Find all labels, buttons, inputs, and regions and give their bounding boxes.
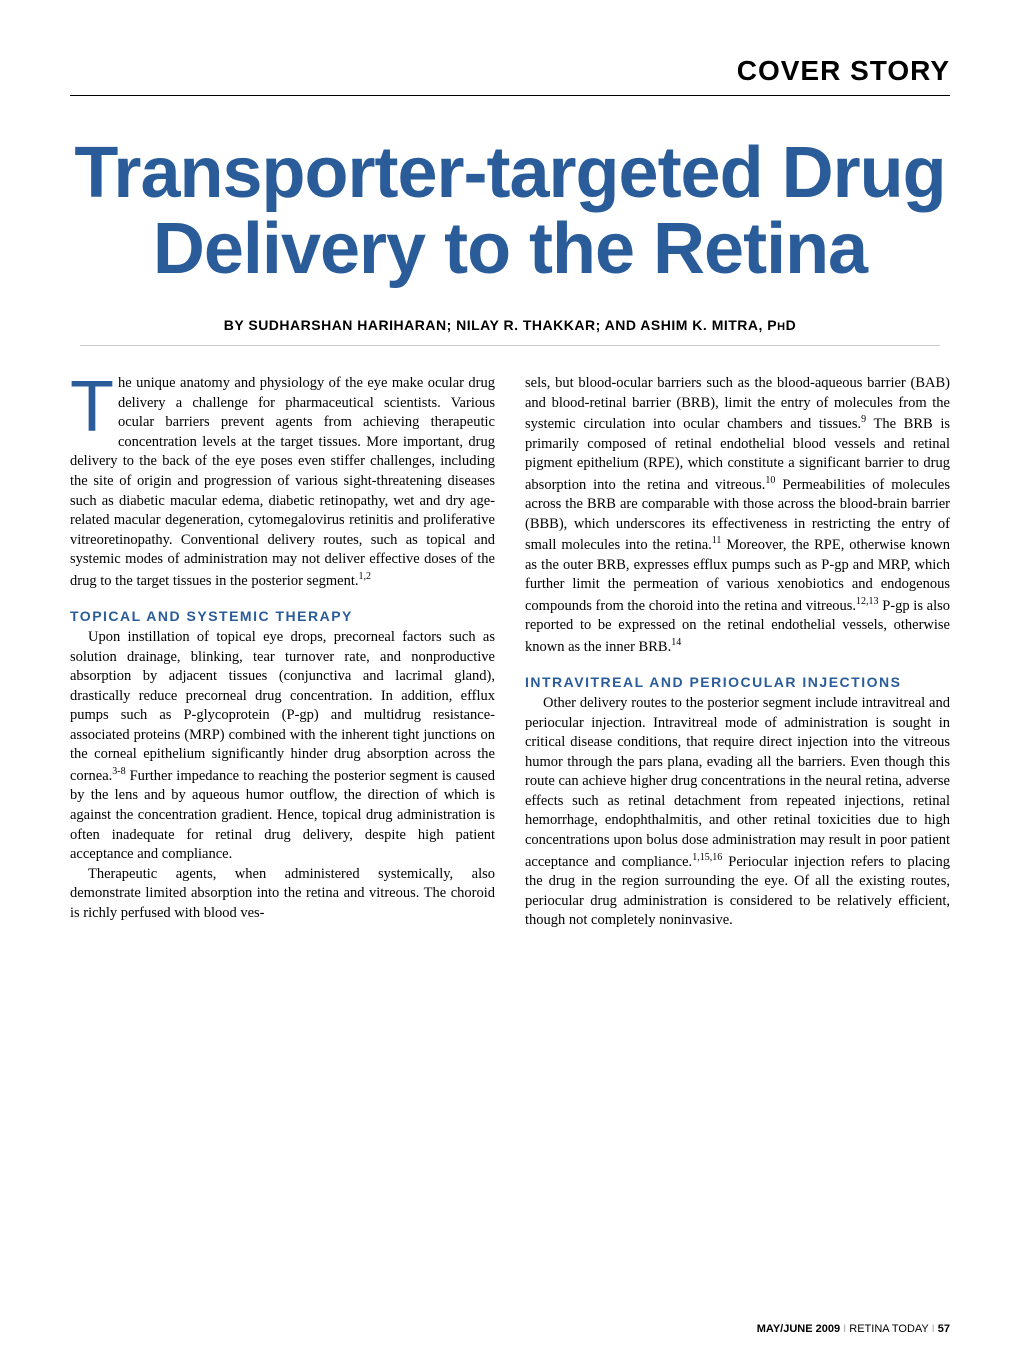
right-para2: Other delivery routes to the posterior s… [525, 694, 950, 931]
r-p2a: Other delivery routes to the posterior s… [525, 695, 950, 869]
content-columns: The unique anatomy and physiology of the… [70, 374, 950, 930]
right-column: sels, but blood-ocular barriers such as … [525, 374, 950, 930]
intro-paragraph: The unique anatomy and physiology of the… [70, 374, 495, 591]
r-ref5: 14 [671, 637, 681, 648]
r-ref4: 12,13 [856, 596, 879, 607]
dropcap: T [70, 380, 114, 434]
r-ref6: 1,15,16 [692, 852, 722, 863]
left-column: The unique anatomy and physiology of the… [70, 374, 495, 930]
r-ref2: 10 [765, 475, 775, 486]
section-header: COVER STORY [70, 55, 950, 87]
page-footer: MAY/JUNE 2009 I RETINA TODAY I 57 [757, 1323, 950, 1335]
right-para1: sels, but blood-ocular barriers such as … [525, 374, 950, 657]
byline-rule [80, 345, 940, 346]
footer-page: 57 [938, 1323, 950, 1335]
subhead-topical: TOPICAL AND SYSTEMIC THERAPY [70, 607, 495, 626]
byline-text: BY SUDHARSHAN HARIHARAN; NILAY R. THAKKA… [224, 317, 777, 333]
intro-ref: 1,2 [358, 571, 371, 582]
para1-text: Upon instillation of topical eye drops, … [70, 629, 495, 784]
byline: BY SUDHARSHAN HARIHARAN; NILAY R. THAKKA… [70, 317, 950, 333]
subhead-intravitreal: INTRAVITREAL AND PERIOCULAR INJECTIONS [525, 673, 950, 692]
topical-para2: Therapeutic agents, when administered sy… [70, 865, 495, 924]
section-rule [70, 95, 950, 96]
r-ref3: 11 [712, 535, 722, 546]
topical-para1: Upon instillation of topical eye drops, … [70, 628, 495, 865]
page-title: Transporter-targeted Drug Delivery to th… [70, 136, 950, 287]
footer-issue: MAY/JUNE 2009 [757, 1323, 840, 1335]
para1-ref: 3-8 [112, 766, 125, 777]
intro-text: he unique anatomy and physiology of the … [70, 375, 495, 588]
para1-cont: Further impedance to reaching the poster… [70, 768, 495, 862]
byline-end: D [786, 317, 797, 333]
footer-publication: RETINA TODAY [849, 1323, 928, 1335]
byline-smallcap: H [777, 321, 785, 333]
